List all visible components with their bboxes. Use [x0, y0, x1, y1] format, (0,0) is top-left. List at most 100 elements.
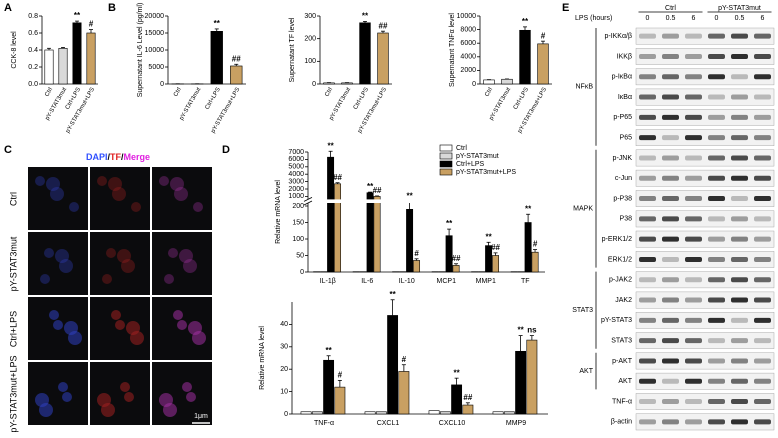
- x-tick-label: Ctrl+LPS: [513, 87, 530, 111]
- protein-label: TNF-α: [612, 398, 632, 405]
- lane-label: 0: [715, 15, 719, 22]
- band: [708, 53, 725, 59]
- break-mark: [303, 200, 313, 206]
- pathway-label: MAPK: [573, 206, 593, 213]
- band: [708, 297, 725, 303]
- cell: [35, 393, 49, 407]
- cell: [170, 177, 184, 191]
- y-tick-label: 0.8: [28, 13, 38, 20]
- blot-strip: [635, 352, 775, 370]
- lane-label: 6: [692, 15, 696, 22]
- band: [662, 256, 679, 262]
- y-tick-label: 1000: [288, 193, 304, 200]
- panel-label: E: [562, 2, 569, 14]
- band: [685, 297, 702, 303]
- micrograph: [152, 167, 212, 230]
- y-tick-label: 0: [300, 269, 304, 276]
- band: [662, 378, 679, 384]
- y-tick-label: 6000: [460, 40, 476, 47]
- band: [731, 216, 748, 222]
- significance: **: [367, 182, 374, 191]
- band: [754, 53, 771, 59]
- axis-break: [304, 199, 547, 203]
- band: [731, 155, 748, 161]
- y-tick-label: 0.6: [28, 30, 38, 37]
- significance: #: [89, 20, 94, 29]
- band: [685, 277, 702, 283]
- x-tick-label: IL-10: [399, 278, 415, 285]
- cell: [112, 187, 126, 201]
- significance: ##: [232, 54, 241, 63]
- band: [708, 216, 725, 222]
- y-tick-label: 10000: [145, 47, 165, 54]
- significance: ##: [379, 21, 388, 30]
- row-label: Ctrl: [8, 192, 18, 206]
- significance: **: [522, 17, 529, 26]
- pathway-label: NFκB: [576, 84, 594, 91]
- significance: #: [402, 355, 407, 364]
- cell: [69, 202, 79, 212]
- band: [708, 114, 725, 120]
- y-axis-label: CCK-8 level: [11, 31, 18, 69]
- cell: [131, 202, 141, 212]
- panel-label: B: [108, 2, 116, 14]
- band: [662, 399, 679, 405]
- bar: [72, 22, 82, 85]
- band: [662, 53, 679, 59]
- band: [662, 419, 679, 425]
- protein-label: p-AKT: [612, 358, 633, 365]
- band: [708, 338, 725, 344]
- band: [708, 33, 725, 39]
- y-tick-label: 0.0: [28, 81, 38, 88]
- protein-label: P65: [620, 134, 633, 141]
- y-tick-label: 5000: [148, 64, 164, 71]
- bar: [210, 30, 223, 85]
- x-tick-label: CXCL10: [439, 420, 466, 427]
- band: [639, 196, 656, 202]
- cell: [159, 393, 173, 407]
- band: [754, 256, 771, 262]
- band: [754, 297, 771, 303]
- band: [685, 53, 702, 59]
- band: [731, 114, 748, 120]
- band: [639, 33, 656, 39]
- band: [639, 338, 656, 344]
- protein-label: AKT: [618, 378, 632, 385]
- legend-label: Ctrl+LPS: [456, 161, 485, 168]
- lane-label: 6: [761, 15, 765, 22]
- channel-name: TF: [110, 152, 121, 162]
- band: [639, 419, 656, 425]
- band: [685, 114, 702, 120]
- y-tick-label: 30: [280, 344, 288, 351]
- band: [639, 317, 656, 323]
- bar: [519, 29, 531, 85]
- band: [685, 33, 702, 39]
- panel-label: C: [4, 144, 12, 156]
- x-tick-label: Ctrl: [173, 87, 183, 98]
- band: [685, 175, 702, 181]
- bar: [58, 47, 68, 85]
- band: [662, 135, 679, 141]
- cell: [55, 249, 69, 263]
- protein-label: c-Jun: [615, 175, 632, 182]
- band: [662, 216, 679, 222]
- band: [731, 33, 748, 39]
- cell: [159, 176, 169, 186]
- protein-label: p-IKKα/β: [604, 33, 632, 40]
- band: [708, 378, 725, 384]
- row-label: pY-STAT3mut+LPS: [8, 355, 18, 432]
- protein-label: P38: [620, 216, 633, 223]
- pathway-label: AKT: [579, 368, 593, 375]
- blot-strip: [635, 190, 775, 207]
- band: [708, 175, 725, 181]
- y-tick-label: 150: [292, 219, 304, 226]
- bar: [492, 255, 500, 273]
- blot-strip: [635, 88, 775, 106]
- cell: [64, 321, 78, 335]
- band: [639, 94, 656, 100]
- bar: [375, 411, 387, 415]
- micrograph: [152, 362, 212, 425]
- band: [662, 74, 679, 80]
- significance: **: [446, 219, 453, 228]
- bar: [537, 43, 549, 85]
